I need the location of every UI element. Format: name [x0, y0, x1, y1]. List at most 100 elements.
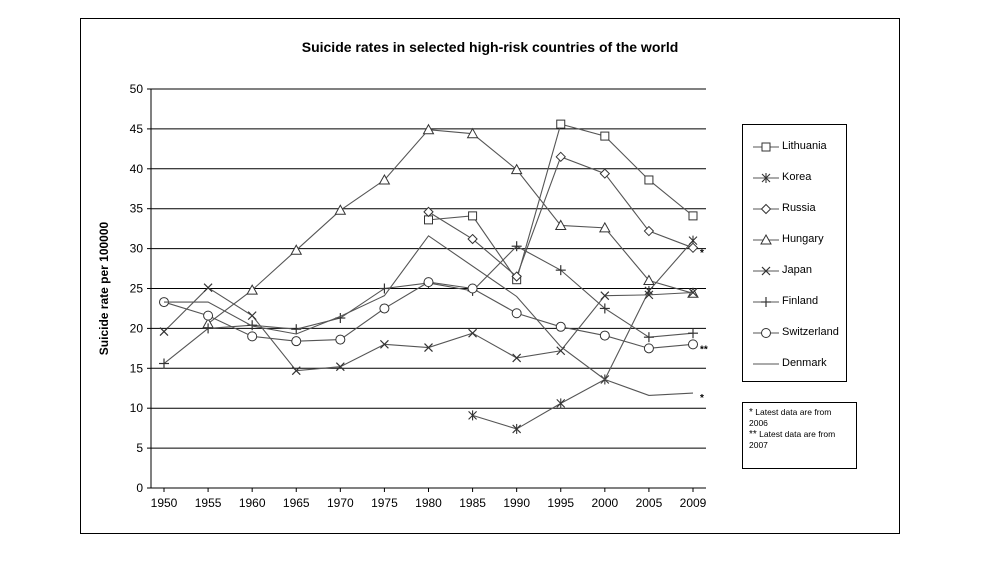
legend-swatch [753, 363, 779, 365]
data-point-japan [644, 290, 654, 300]
legend-swatch [753, 142, 779, 152]
data-point-japan [468, 328, 478, 338]
data-point-finland [379, 283, 390, 294]
data-point-switzerland [511, 308, 522, 319]
legend-marker-korea [761, 173, 771, 183]
data-point-finland [643, 332, 654, 343]
data-point-japan [203, 283, 213, 293]
legend-swatch [753, 203, 779, 215]
data-point-finland [511, 241, 522, 252]
series-hungary [202, 123, 699, 329]
series-switzerland [159, 277, 698, 354]
data-point-switzerland [203, 310, 214, 321]
chart-frame: Suicide rates in selected high-risk coun… [80, 18, 900, 534]
data-point-japan [335, 362, 345, 372]
data-point-lithuania [556, 119, 566, 129]
data-point-japan [424, 343, 433, 352]
data-point-switzerland [599, 330, 610, 341]
series-line-switzerland [163, 281, 694, 349]
series-japan [159, 283, 698, 376]
data-point-japan [159, 327, 169, 337]
note-2007: ** Latest data are from 2007 [749, 429, 850, 451]
x-tick-label: 1980 [415, 496, 442, 510]
legend-item-japan: Japan [743, 261, 848, 281]
legend-item-russia: Russia [743, 199, 848, 219]
series-finland [159, 241, 698, 369]
y-tick-label: 45 [130, 122, 144, 136]
legend-item-switzerland: Switzerland [743, 323, 848, 343]
data-point-hungary [554, 219, 567, 230]
data-point-hungary [246, 284, 259, 295]
legend-label: Switzerland [782, 326, 839, 338]
legend-item-denmark: Denmark [743, 354, 848, 374]
series-line-korea [472, 240, 694, 430]
data-point-hungary [598, 221, 611, 233]
legend-swatch [753, 173, 779, 183]
y-tick-label: 30 [130, 242, 144, 256]
y-axis-label: Suicide rate per 100000 [97, 221, 111, 355]
data-point-switzerland [423, 277, 434, 288]
legend-swatch [753, 297, 779, 307]
data-point-switzerland [467, 283, 478, 294]
series-line-lithuania [428, 123, 694, 281]
data-point-russia [687, 242, 699, 254]
legend-item-korea: Korea [743, 168, 848, 188]
data-point-japan [291, 366, 301, 376]
data-point-lithuania [468, 211, 478, 221]
data-point-lithuania [688, 211, 698, 221]
data-point-hungary [422, 123, 435, 135]
data-point-switzerland [688, 339, 698, 350]
note-2006-marker: * [749, 407, 753, 418]
legend-marker-hungary [760, 233, 772, 245]
data-point-finland [247, 320, 258, 331]
x-tick-label: 1960 [239, 496, 266, 510]
data-point-russia [599, 168, 611, 179]
data-point-finland [599, 303, 610, 314]
data-point-finland [203, 323, 214, 334]
legend-item-hungary: Hungary [743, 230, 848, 250]
data-point-lithuania [644, 175, 654, 185]
legend-label: Hungary [782, 233, 824, 245]
y-tick-label: 25 [130, 282, 144, 296]
legend-item-finland: Finland [743, 292, 848, 312]
data-point-hungary [378, 173, 391, 185]
legend-marker-russia [760, 203, 772, 215]
series-denmark [164, 235, 694, 396]
data-point-japan [600, 291, 610, 301]
series-line-japan [163, 287, 694, 372]
y-tick-label: 10 [130, 401, 144, 415]
data-point-hungary [643, 274, 655, 286]
data-point-japan [512, 353, 522, 363]
data-point-russia [467, 233, 478, 245]
data-point-russia [511, 271, 522, 282]
series-russia [423, 151, 699, 282]
data-point-hungary [290, 244, 303, 255]
note-2007-text: Latest data are from 2007 [749, 429, 836, 450]
legend-marker-japan [761, 266, 771, 276]
data-point-finland [555, 265, 566, 276]
note-2006: * Latest data are from 2006 [749, 407, 850, 429]
data-point-japan [379, 339, 389, 349]
notes-box: * Latest data are from 2006 ** Latest da… [742, 402, 857, 469]
annotation-russia: * [700, 248, 704, 259]
x-tick-label: 1970 [327, 496, 354, 510]
x-tick-label: 1965 [283, 496, 310, 510]
x-tick-label: 2005 [636, 496, 663, 510]
data-point-finland [159, 358, 169, 369]
data-point-korea [556, 398, 566, 409]
y-tick-label: 20 [130, 321, 144, 335]
data-point-hungary [510, 163, 523, 175]
legend-swatch [753, 266, 779, 276]
data-point-switzerland [335, 334, 346, 345]
data-point-hungary [334, 204, 347, 215]
data-point-switzerland [291, 336, 302, 347]
y-tick-label: 0 [136, 481, 143, 495]
data-point-finland [688, 328, 698, 339]
y-tick-label: 5 [136, 441, 143, 455]
data-point-switzerland [247, 331, 258, 342]
data-point-finland [291, 324, 302, 335]
data-point-japan [247, 311, 257, 321]
series-line-hungary [207, 129, 694, 325]
note-2007-marker: ** [749, 429, 757, 440]
x-tick-label: 2009 [680, 496, 707, 510]
